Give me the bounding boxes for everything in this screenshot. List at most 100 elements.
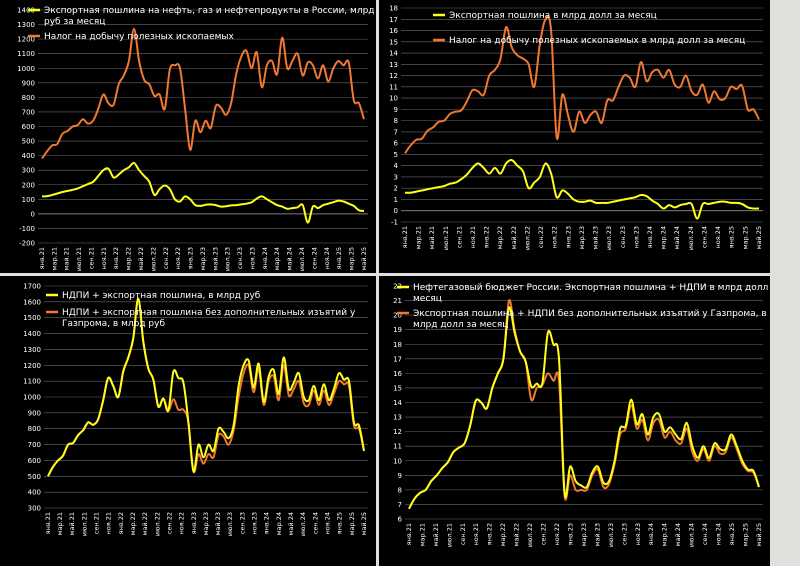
series-line-orange [408, 299, 760, 510]
x-tick-label: сен.23 [619, 226, 627, 248]
chart-bottom-right: 678910111213141516171819202122янв.21мар.… [393, 283, 770, 548]
x-tick-label: сен.21 [93, 512, 101, 534]
legend-label: Экспортная пошлина + НДПИ без дополнител… [413, 309, 767, 330]
legend-label: НДПИ + экспортная пошлина без дополнител… [62, 308, 356, 329]
x-tick-label: янв.22 [117, 512, 125, 534]
legend-label-line: Экспортная пошлина на нефть, газ и нефте… [44, 6, 375, 16]
x-tick-label: сен.21 [87, 247, 95, 269]
x-tick-label: мар.25 [348, 512, 356, 535]
x-tick-label: ноя.24 [323, 512, 331, 534]
x-tick-label: ноя.21 [472, 523, 480, 545]
x-tick-label: янв.24 [263, 512, 271, 534]
series-line-yellow [41, 161, 365, 224]
x-tick-label: июл.21 [442, 226, 450, 250]
legend-label: НДПИ + экспортная пошлина, в млрд руб [62, 291, 261, 301]
x-tick-label: сен.22 [537, 226, 545, 248]
chart-panel-bottom-right: 678910111213141516171819202122янв.21мар.… [379, 276, 770, 566]
y-tick-label: 19 [393, 326, 402, 334]
gridlines [38, 9, 368, 244]
x-tick-label: янв.23 [564, 226, 572, 248]
x-tick-label: янв.22 [112, 247, 120, 269]
y-tick-label: 1400 [23, 330, 41, 338]
x-tick-label: мар.24 [273, 247, 281, 270]
y-tick-label: 15 [389, 38, 398, 46]
x-tick-label: июл.23 [224, 247, 232, 271]
y-tick-label: 800 [28, 425, 41, 433]
legend-label-line: млрд долл за месяц [413, 320, 508, 330]
y-tick-label: 8 [398, 486, 402, 494]
y-tick-label: 12 [393, 428, 402, 436]
y-tick-label: 10 [389, 95, 398, 103]
x-tick-label: янв.25 [728, 226, 736, 248]
legend-label-line: Экспортная пошлина в млрд долл за месяц [449, 11, 657, 21]
y-tick-label: 5 [394, 151, 398, 159]
x-tick-label: май.23 [593, 523, 601, 546]
x-tick-label: мар.21 [415, 226, 423, 249]
x-tick-label: янв.21 [44, 512, 52, 534]
y-axis: -200 -100 0 100 200 300 400 500 600 700 800 900 1000… [17, 7, 35, 248]
series-line-yellow [404, 159, 760, 220]
chart-panel-top-left: -200 -100 0 100 200 300 400 500 600 700 800 900 1000… [0, 0, 376, 273]
x-tick-label: мар.22 [125, 247, 133, 270]
y-tick-label: 400 [28, 489, 41, 497]
legend-label: Нефтегазовый бюджет России. Экспортная п… [413, 283, 770, 304]
y-tick-label: 7 [394, 128, 398, 136]
gridlines [401, 7, 763, 223]
y-tick-label: 17 [393, 355, 402, 363]
x-tick-label: янв.21 [401, 226, 409, 248]
gridlines [405, 285, 763, 520]
y-tick-label: -100 [19, 225, 35, 233]
x-tick-label: сен.21 [459, 523, 467, 545]
y-axis: 300 400 500 600 700 800 900 1000 1100 1200 1300 140… [23, 283, 41, 513]
x-tick-label: май.21 [63, 247, 71, 270]
y-tick-label: 14 [389, 50, 398, 58]
x-tick-label: янв.25 [336, 512, 344, 534]
x-tick-label: май.24 [287, 512, 295, 535]
x-tick-label: мар.23 [202, 512, 210, 535]
x-axis: янв.21 мар.21 май.21 июл.21 сен.21 ноя.21 янв.… [405, 523, 763, 547]
y-tick-label: 1100 [17, 50, 35, 58]
y-tick-label: 9 [398, 472, 402, 480]
series-line-orange [404, 15, 760, 154]
x-tick-label: мар.22 [499, 523, 507, 546]
y-tick-label: 1 [394, 196, 398, 204]
x-tick-label: июл.24 [299, 512, 307, 536]
x-tick-label: ноя.23 [248, 247, 256, 269]
y-tick-label: 17 [389, 16, 398, 24]
x-tick-label: янв.21 [405, 523, 413, 545]
x-tick-label: ноя.22 [178, 512, 186, 534]
y-tick-label: 600 [22, 123, 35, 131]
x-tick-label: янв.24 [646, 226, 654, 248]
x-tick-label: сен.22 [162, 247, 170, 269]
y-tick-label: 16 [389, 27, 398, 35]
x-tick-label: сен.23 [238, 512, 246, 534]
x-tick-label: мар.24 [661, 523, 669, 546]
x-tick-label: июл.22 [153, 512, 161, 536]
x-tick-label: июл.24 [298, 247, 306, 271]
y-tick-label: -200 [19, 240, 35, 248]
x-tick-label: май.24 [286, 247, 294, 270]
x-tick-label: мар.25 [741, 226, 749, 249]
y-tick-label: 100 [22, 196, 35, 204]
legend-label-line: Нефтегазовый бюджет России. Экспортная п… [413, 283, 770, 293]
legend: Экспортная пошлина на нефть, газ и нефте… [28, 6, 375, 42]
x-tick-label: ноя.24 [715, 523, 723, 545]
x-tick-label: июл.22 [523, 226, 531, 250]
x-tick-label: май.22 [141, 512, 149, 535]
x-tick-label: мар.21 [418, 523, 426, 546]
x-tick-label: мар.23 [578, 226, 586, 249]
x-tick-label: сен.23 [620, 523, 628, 545]
x-tick-label: май.21 [432, 523, 440, 546]
y-tick-label: 20 [393, 312, 402, 320]
x-tick-label: мар.22 [129, 512, 137, 535]
y-tick-label: 15 [393, 384, 402, 392]
y-tick-label: 11 [389, 83, 398, 91]
x-tick-label: май.25 [755, 523, 763, 546]
legend-label-line: НДПИ + экспортная пошлина без дополнител… [62, 308, 356, 318]
legend-label: Налог на добычу полезных ископаемых [44, 32, 234, 42]
chart-panel-bottom-left: 300 400 500 600 700 800 900 1000 1100 1200 1300 140… [0, 276, 376, 566]
x-tick-label: июл.22 [149, 247, 157, 271]
y-tick-label: 1200 [23, 362, 41, 370]
